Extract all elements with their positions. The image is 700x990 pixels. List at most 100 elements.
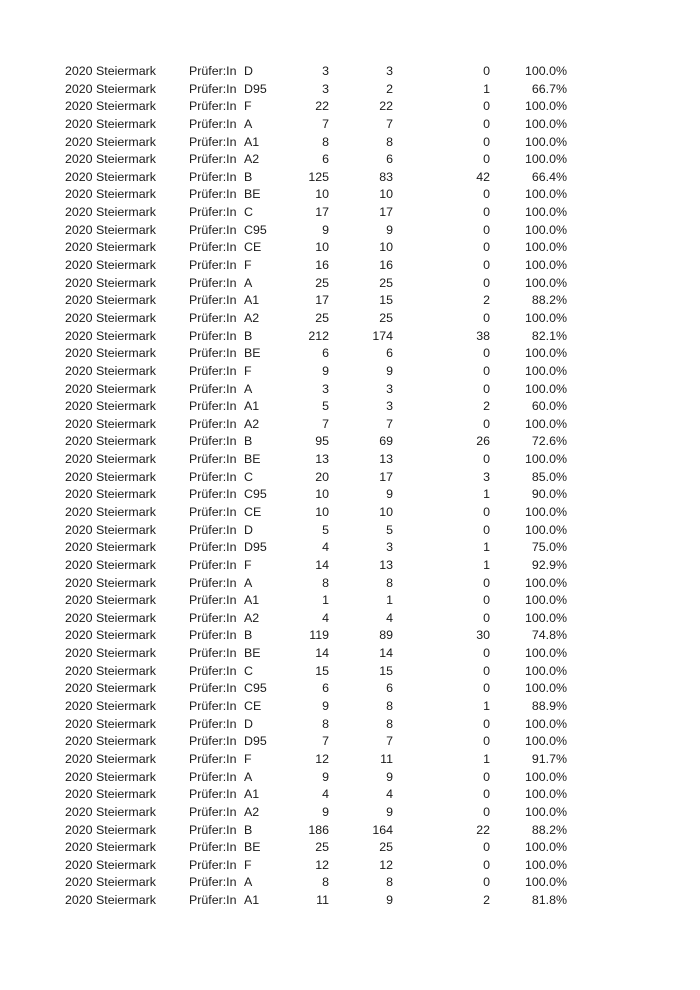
passed-cell: 7 (386, 416, 393, 431)
failed-cell: 0 (483, 610, 490, 625)
table-row: 2020 Steiermark Prüfer:In D95 7 7 0 100.0% (0, 733, 700, 751)
failed-cell: 0 (483, 769, 490, 784)
passed-cell: 3 (386, 399, 393, 414)
table-row: 2020 Steiermark Prüfer:In A2 25 25 0 100.0% (0, 310, 700, 328)
table-row: 2020 Steiermark Prüfer:In A2 4 4 0 100.0% (0, 610, 700, 628)
pass-rate-cell: 100.0% (524, 275, 567, 290)
passed-cell: 3 (386, 381, 393, 396)
passed-cell: 4 (386, 787, 393, 802)
license-class-cell: B (244, 628, 253, 643)
role-cell: Prüfer:In (189, 416, 237, 431)
failed-cell: 1 (483, 699, 490, 714)
role-cell: Prüfer:In (189, 875, 237, 890)
failed-cell: 0 (483, 258, 490, 273)
failed-cell: 0 (483, 681, 490, 696)
passed-cell: 8 (386, 875, 393, 890)
year-region-cell: 2020 Steiermark (65, 575, 156, 590)
total-cell: 3 (322, 381, 329, 396)
total-cell: 7 (322, 734, 329, 749)
pass-rate-cell: 100.0% (524, 522, 567, 537)
pass-rate-cell: 100.0% (524, 346, 567, 361)
license-class-cell: A2 (244, 152, 260, 167)
license-class-cell: F (244, 363, 252, 378)
pass-rate-cell: 100.0% (524, 452, 567, 467)
license-class-cell: A1 (244, 134, 260, 149)
passed-cell: 2 (386, 81, 393, 96)
table-row: 2020 Steiermark Prüfer:In C 20 17 3 85.0% (0, 469, 700, 487)
pass-rate-cell: 100.0% (524, 804, 567, 819)
table-row: 2020 Steiermark Prüfer:In A 8 8 0 100.0% (0, 575, 700, 593)
table-row: 2020 Steiermark Prüfer:In F 9 9 0 100.0% (0, 363, 700, 381)
failed-cell: 0 (483, 222, 490, 237)
table-row: 2020 Steiermark Prüfer:In C95 6 6 0 100.0% (0, 680, 700, 698)
failed-cell: 26 (476, 434, 490, 449)
license-class-cell: CE (244, 240, 262, 255)
year-region-cell: 2020 Steiermark (65, 452, 156, 467)
table-row: 2020 Steiermark Prüfer:In B 119 89 30 74.8% (0, 627, 700, 645)
pass-rate-cell: 100.0% (524, 116, 567, 131)
role-cell: Prüfer:In (189, 240, 237, 255)
table-row: 2020 Steiermark Prüfer:In BE 25 25 0 100.0% (0, 839, 700, 857)
role-cell: Prüfer:In (189, 205, 237, 220)
passed-cell: 10 (379, 187, 393, 202)
role-cell: Prüfer:In (189, 822, 237, 837)
table-row: 2020 Steiermark Prüfer:In D95 3 2 1 66.7% (0, 81, 700, 99)
pass-rate-cell: 100.0% (524, 310, 567, 325)
pass-rate-cell: 100.0% (524, 769, 567, 784)
role-cell: Prüfer:In (189, 99, 237, 114)
pass-rate-cell: 82.1% (531, 328, 567, 343)
failed-cell: 0 (483, 734, 490, 749)
role-cell: Prüfer:In (189, 187, 237, 202)
passed-cell: 17 (379, 469, 393, 484)
failed-cell: 2 (483, 293, 490, 308)
year-region-cell: 2020 Steiermark (65, 787, 156, 802)
role-cell: Prüfer:In (189, 681, 237, 696)
total-cell: 8 (322, 875, 329, 890)
role-cell: Prüfer:In (189, 505, 237, 519)
license-class-cell: CE (244, 699, 262, 714)
table-row: 2020 Steiermark Prüfer:In A 9 9 0 100.0% (0, 769, 700, 787)
total-cell: 10 (315, 187, 329, 202)
passed-cell: 164 (372, 822, 393, 837)
role-cell: Prüfer:In (189, 81, 237, 96)
passed-cell: 11 (380, 751, 393, 766)
failed-cell: 0 (483, 875, 490, 890)
failed-cell: 2 (483, 399, 490, 414)
pass-rate-cell: 100.0% (524, 734, 567, 749)
table-row: 2020 Steiermark Prüfer:In C 15 15 0 100.0% (0, 663, 700, 681)
license-class-cell: C95 (244, 487, 267, 502)
license-class-cell: A1 (244, 293, 260, 308)
passed-cell: 14 (379, 646, 393, 661)
license-class-cell: F (244, 258, 252, 273)
total-cell: 6 (322, 681, 329, 696)
role-cell: Prüfer:In (189, 610, 237, 625)
total-cell: 20 (315, 469, 329, 484)
license-class-cell: A (244, 381, 253, 396)
total-cell: 5 (322, 399, 329, 414)
year-region-cell: 2020 Steiermark (65, 81, 156, 96)
role-cell: Prüfer:In (189, 363, 237, 378)
total-cell: 7 (322, 116, 329, 131)
pass-rate-cell: 100.0% (524, 152, 567, 167)
license-class-cell: C (244, 205, 253, 220)
year-region-cell: 2020 Steiermark (65, 734, 156, 749)
pass-rate-cell: 100.0% (524, 857, 567, 872)
failed-cell: 0 (483, 363, 490, 378)
year-region-cell: 2020 Steiermark (65, 187, 156, 202)
role-cell: Prüfer:In (189, 487, 237, 502)
total-cell: 119 (309, 628, 329, 643)
table-row: 2020 Steiermark Prüfer:In A 25 25 0 100.0% (0, 275, 700, 293)
table-row: 2020 Steiermark Prüfer:In A2 6 6 0 100.0% (0, 151, 700, 169)
pass-rate-cell: 100.0% (524, 646, 567, 661)
passed-cell: 13 (379, 452, 393, 467)
role-cell: Prüfer:In (189, 346, 237, 361)
table-row: 2020 Steiermark Prüfer:In D 3 3 0 100.0% (0, 63, 700, 81)
pass-rate-cell: 100.0% (524, 363, 567, 378)
total-cell: 9 (322, 804, 329, 819)
passed-cell: 9 (386, 487, 393, 502)
table-row: 2020 Steiermark Prüfer:In F 16 16 0 100.0% (0, 257, 700, 275)
pass-rate-cell: 100.0% (524, 575, 567, 590)
passed-cell: 8 (386, 699, 393, 714)
year-region-cell: 2020 Steiermark (65, 875, 156, 890)
pass-rate-cell: 100.0% (524, 593, 567, 608)
